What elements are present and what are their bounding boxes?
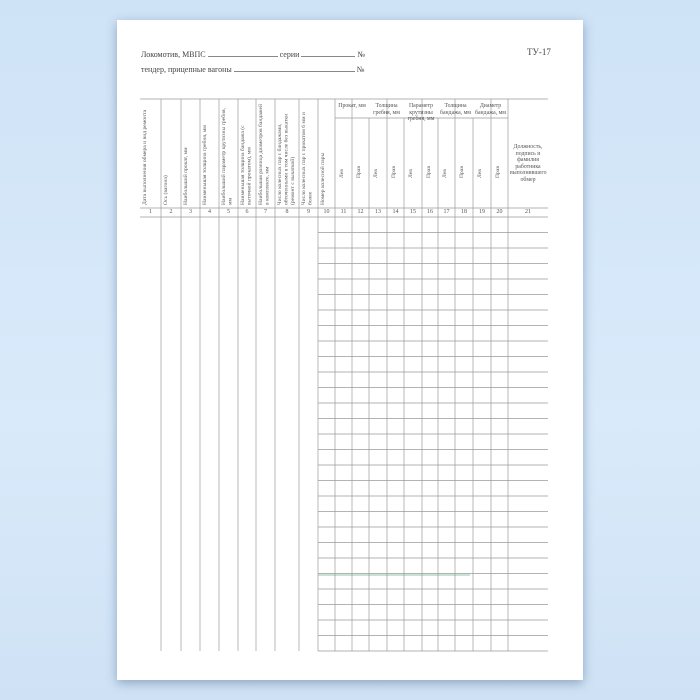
- sub-header-right: Прав: [426, 166, 432, 178]
- group-header: Параметр крутизны гребня, мм: [407, 103, 435, 123]
- column-number: 12: [357, 209, 364, 215]
- column-header: Наибольшая разница диаметров бандажей в …: [258, 104, 271, 205]
- sub-header-right: Прав: [356, 166, 362, 178]
- sub-header-right: Прав: [391, 166, 397, 178]
- column-number: 15: [410, 209, 416, 215]
- number-label-2: №: [356, 65, 365, 74]
- column-number: 4: [208, 209, 211, 215]
- column-number: 14: [392, 209, 399, 215]
- column-header: Число колесных пар с бандажами, обточенн…: [277, 113, 296, 205]
- column-header: Наибольший прокат, мм: [183, 147, 189, 205]
- column-number: 13: [375, 209, 381, 215]
- group-header: Толщина бандажа, мм: [440, 103, 471, 116]
- column-header: Номер колесной пары: [320, 152, 326, 205]
- header-line-2: тендер, прицепные вагоны №: [141, 63, 364, 74]
- column-header: Наименьшая толщина бандажа (с выточкой п…: [240, 125, 253, 205]
- series-field[interactable]: [301, 48, 356, 57]
- number-label-1: №: [357, 50, 366, 59]
- group-header: Прокат, мм: [338, 103, 366, 109]
- column-header: Число колесных пар с прокатом 6 мм и бол…: [301, 112, 314, 205]
- sub-header-left: Лев: [477, 169, 483, 178]
- column-header: Дата выполнения обмера и вид ремонта: [142, 109, 148, 205]
- form-code: ТУ-17: [527, 47, 551, 57]
- column-number: 10: [323, 209, 330, 215]
- column-number: 2: [169, 209, 173, 215]
- group-header: Диаметр бандажа, мм: [475, 103, 506, 116]
- column-number: 7: [264, 209, 267, 215]
- tender-field[interactable]: [233, 63, 355, 72]
- sub-header-right: Прав: [459, 166, 465, 178]
- locomotive-label: Локомотив, МВПС: [141, 50, 206, 59]
- group-header: Толщина гребня, мм: [373, 103, 400, 116]
- sub-header-left: Лев: [408, 169, 414, 178]
- header-line-1: Локомотив, МВПС серии №: [141, 48, 365, 59]
- tender-label: тендер, прицепные вагоны: [141, 65, 232, 74]
- column-number: 6: [245, 209, 249, 215]
- column-header-signature: Должность, подпись и фамилия работника в…: [510, 144, 547, 183]
- column-number: 5: [227, 209, 230, 215]
- column-number: 11: [340, 209, 347, 215]
- sub-header-left: Лев: [373, 169, 379, 178]
- column-number: 21: [525, 209, 531, 215]
- column-number: 16: [427, 209, 433, 215]
- column-number: 18: [461, 209, 467, 215]
- column-number: 3: [189, 209, 192, 215]
- column-number: 1: [149, 209, 152, 215]
- form-page: [117, 20, 583, 680]
- sub-header-left: Лев: [339, 169, 345, 178]
- sub-header-right: Прав: [495, 166, 501, 178]
- column-header: Наименьшая толщина гребня, мм: [202, 125, 208, 205]
- sub-header-left: Лев: [442, 169, 448, 178]
- column-number: 20: [496, 209, 503, 215]
- column-number: 17: [443, 209, 450, 215]
- column-header: Наибольший параметр крутизны гребня, мм: [221, 107, 234, 205]
- column-number: 8: [285, 209, 289, 215]
- series-label: серии: [279, 50, 300, 59]
- column-number: 9: [307, 209, 310, 215]
- column-header: Ось (вагона): [163, 175, 169, 205]
- locomotive-field[interactable]: [207, 48, 278, 57]
- column-number: 19: [479, 209, 485, 215]
